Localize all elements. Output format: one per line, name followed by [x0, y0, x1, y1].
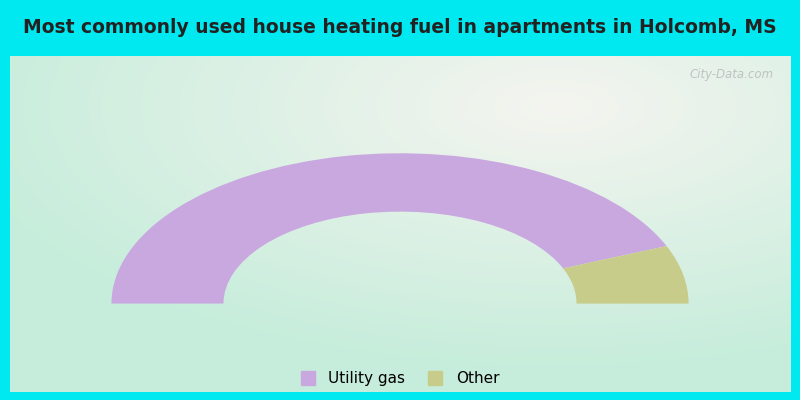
Wedge shape [563, 246, 689, 304]
Wedge shape [111, 153, 666, 304]
Text: Most commonly used house heating fuel in apartments in Holcomb, MS: Most commonly used house heating fuel in… [23, 18, 777, 37]
Legend: Utility gas, Other: Utility gas, Other [294, 365, 506, 392]
Text: City-Data.com: City-Data.com [690, 68, 774, 81]
